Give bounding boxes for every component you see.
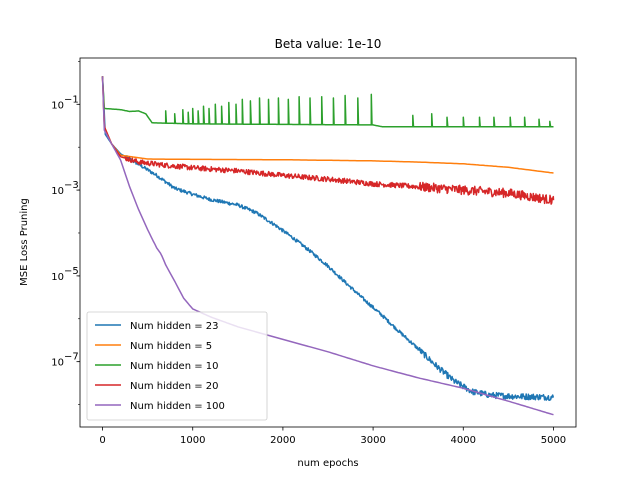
y-tick-exponent: −3 [64, 180, 79, 191]
series-line-1 [101, 76, 555, 401]
x-tick-label: 2000 [270, 435, 295, 446]
y-tick-label: 10 [51, 272, 64, 283]
plot-lines [101, 76, 555, 416]
x-axis-label: num epochs [297, 458, 358, 469]
legend-label: Num hidden = 5 [130, 341, 212, 352]
legend-box [86, 311, 268, 421]
legend: Num hidden = 23 Num hidden = 5 Num hidden … [86, 311, 268, 421]
series-line-5 [101, 76, 554, 416]
y-tick-label: 10 [51, 186, 64, 197]
series-line-2 [101, 76, 554, 174]
series-line-4 [101, 76, 555, 205]
x-tick-label: 5000 [541, 435, 566, 446]
chart-title: Beta value: 1e-10 [275, 37, 382, 51]
y-tick-exponent: −5 [64, 266, 79, 277]
x-tick-label: 0 [99, 435, 105, 446]
y-tick-exponent: −7 [64, 352, 79, 363]
x-tick-label: 3000 [360, 435, 385, 446]
legend-label: Num hidden = 20 [130, 381, 219, 392]
legend-label: Num hidden = 10 [130, 361, 219, 372]
y-tick-exponent: −1 [64, 94, 79, 105]
legend-label: Num hidden = 100 [130, 401, 225, 412]
legend-label: Num hidden = 23 [130, 321, 219, 332]
plot-frame [79, 57, 577, 428]
series-line-3 [101, 76, 554, 128]
y-tick-label: 10 [51, 100, 64, 111]
y-axis-label: MSE Loss Pruning [19, 198, 30, 286]
y-tick-label: 10 [51, 358, 64, 369]
x-tick-label: 4000 [451, 435, 476, 446]
y-axis: 10−710−510−310−1 [51, 61, 80, 405]
x-axis: 0 1000 2000 3000 4000 5000 [99, 427, 566, 446]
x-tick-label: 1000 [180, 435, 205, 446]
